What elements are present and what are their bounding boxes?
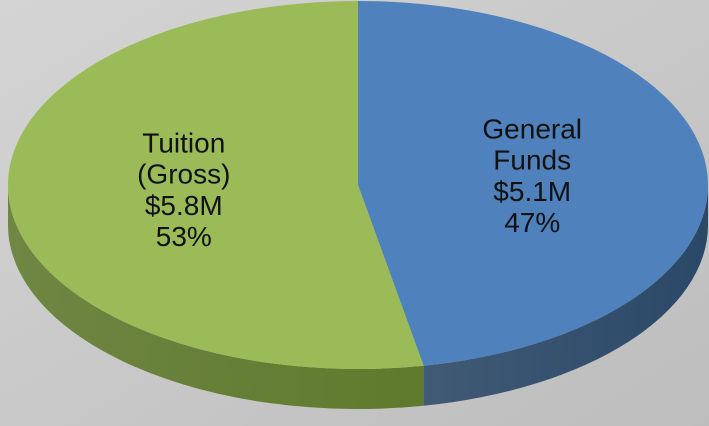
amount-label: $5.8M xyxy=(145,190,223,221)
amount-label: $5.1M xyxy=(493,176,571,207)
category-label-line: Funds xyxy=(493,145,571,176)
slice-side xyxy=(8,185,424,409)
slice xyxy=(8,1,424,369)
category-label-line: (Gross) xyxy=(137,159,230,190)
value-label: 47% xyxy=(504,207,560,238)
category-label: General Funds xyxy=(482,114,582,176)
slice xyxy=(358,1,708,366)
value-label: 53% xyxy=(156,221,212,252)
category-label-line: Tuition xyxy=(142,128,225,159)
slice-side xyxy=(423,185,708,406)
category-label-line: General xyxy=(482,114,582,145)
category-label: Tuition (Gross) xyxy=(137,128,230,190)
